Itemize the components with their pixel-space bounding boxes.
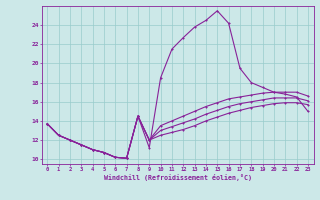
X-axis label: Windchill (Refroidissement éolien,°C): Windchill (Refroidissement éolien,°C) [104,174,252,181]
